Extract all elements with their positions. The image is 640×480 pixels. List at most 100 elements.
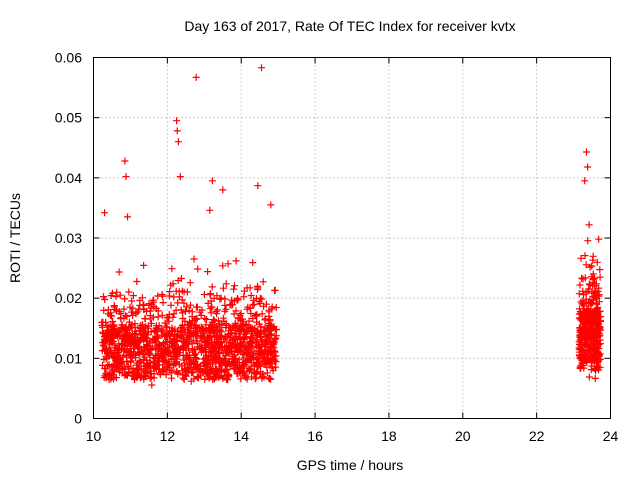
- data-point: [129, 367, 137, 375]
- data-point: [102, 333, 110, 341]
- data-point: [125, 318, 133, 326]
- data-point: [595, 235, 603, 243]
- data-point: [163, 338, 171, 346]
- data-point: [121, 295, 129, 303]
- data-point: [237, 375, 245, 383]
- y-tick-label: 0: [74, 411, 82, 427]
- data-point: [157, 325, 165, 333]
- data-point: [192, 315, 200, 322]
- data-point: [194, 265, 202, 273]
- data-point: [158, 331, 166, 339]
- data-point: [130, 375, 138, 383]
- data-point: [123, 326, 131, 334]
- data-point: [136, 357, 144, 365]
- data-point: [253, 332, 260, 340]
- data-point: [590, 289, 598, 297]
- data-point: [577, 332, 585, 340]
- data-point: [575, 290, 583, 298]
- data-point: [121, 363, 129, 371]
- data-point: [147, 359, 154, 367]
- data-point: [180, 324, 188, 332]
- data-point: [267, 201, 275, 209]
- data-point: [584, 298, 592, 306]
- data-point: [158, 353, 166, 361]
- data-point: [123, 358, 131, 366]
- grid-lines: [93, 57, 611, 419]
- data-point: [161, 319, 169, 327]
- data-point: [183, 303, 191, 311]
- data-point: [128, 297, 136, 305]
- data-point: [232, 354, 240, 362]
- data-point: [585, 280, 593, 288]
- data-point: [217, 294, 225, 302]
- data-point: [206, 369, 214, 377]
- y-tick-label: 0.01: [55, 350, 82, 366]
- data-point: [192, 337, 200, 345]
- data-point: [247, 292, 255, 299]
- data-point: [168, 327, 176, 334]
- data-point: [189, 366, 197, 374]
- data-point: [244, 340, 252, 348]
- data-point: [130, 350, 137, 358]
- data-point: [258, 374, 266, 382]
- data-point: [595, 284, 603, 292]
- data-point: [187, 301, 194, 309]
- data-point: [595, 291, 603, 299]
- data-point: [236, 362, 244, 370]
- data-point: [209, 374, 217, 382]
- data-point: [246, 366, 254, 374]
- data-point: [206, 206, 214, 214]
- data-point: [125, 288, 133, 296]
- data-point: [150, 313, 157, 321]
- data-point: [217, 367, 225, 375]
- data-point: [219, 314, 227, 322]
- data-point: [135, 369, 143, 377]
- data-point: [202, 358, 210, 366]
- data-point: [168, 374, 176, 382]
- data-point: [584, 237, 592, 245]
- data-point: [254, 286, 261, 293]
- data-point: [204, 333, 211, 341]
- data-point: [209, 345, 217, 352]
- data-point: [208, 303, 216, 311]
- data-point: [593, 349, 601, 357]
- data-point: [116, 328, 124, 336]
- data-point: [115, 308, 123, 316]
- y-tick-label: 0.06: [55, 50, 82, 66]
- data-point: [216, 363, 223, 371]
- data-point: [104, 310, 112, 318]
- data-point: [133, 341, 141, 348]
- data-point: [253, 327, 261, 335]
- data-point: [166, 349, 174, 356]
- data-point: [123, 312, 131, 320]
- data-point: [104, 350, 112, 357]
- data-point: [146, 315, 154, 323]
- data-point: [131, 323, 139, 331]
- data-point: [103, 322, 111, 330]
- data-point: [236, 369, 244, 377]
- x-tick-label: 22: [529, 428, 545, 444]
- data-point: [140, 375, 148, 383]
- data-point: [583, 148, 590, 156]
- data-point: [221, 301, 229, 309]
- data-point: [250, 300, 258, 308]
- data-point: [208, 283, 216, 291]
- data-point: [120, 305, 128, 313]
- data-point: [588, 262, 596, 270]
- data-point: [581, 177, 589, 185]
- data-point: [113, 288, 121, 296]
- x-tick-label: 18: [381, 428, 397, 444]
- data-point: [251, 369, 259, 377]
- data-point: [122, 312, 130, 320]
- data-point: [168, 342, 176, 350]
- data-point: [225, 372, 233, 379]
- data-point: [204, 268, 212, 276]
- data-point: [581, 338, 589, 346]
- data-point: [207, 290, 214, 298]
- data-point: [179, 374, 187, 382]
- data-point: [174, 299, 182, 307]
- data-point: [190, 255, 198, 263]
- data-point: [200, 291, 208, 298]
- data-point: [268, 363, 276, 371]
- data-point: [249, 325, 256, 333]
